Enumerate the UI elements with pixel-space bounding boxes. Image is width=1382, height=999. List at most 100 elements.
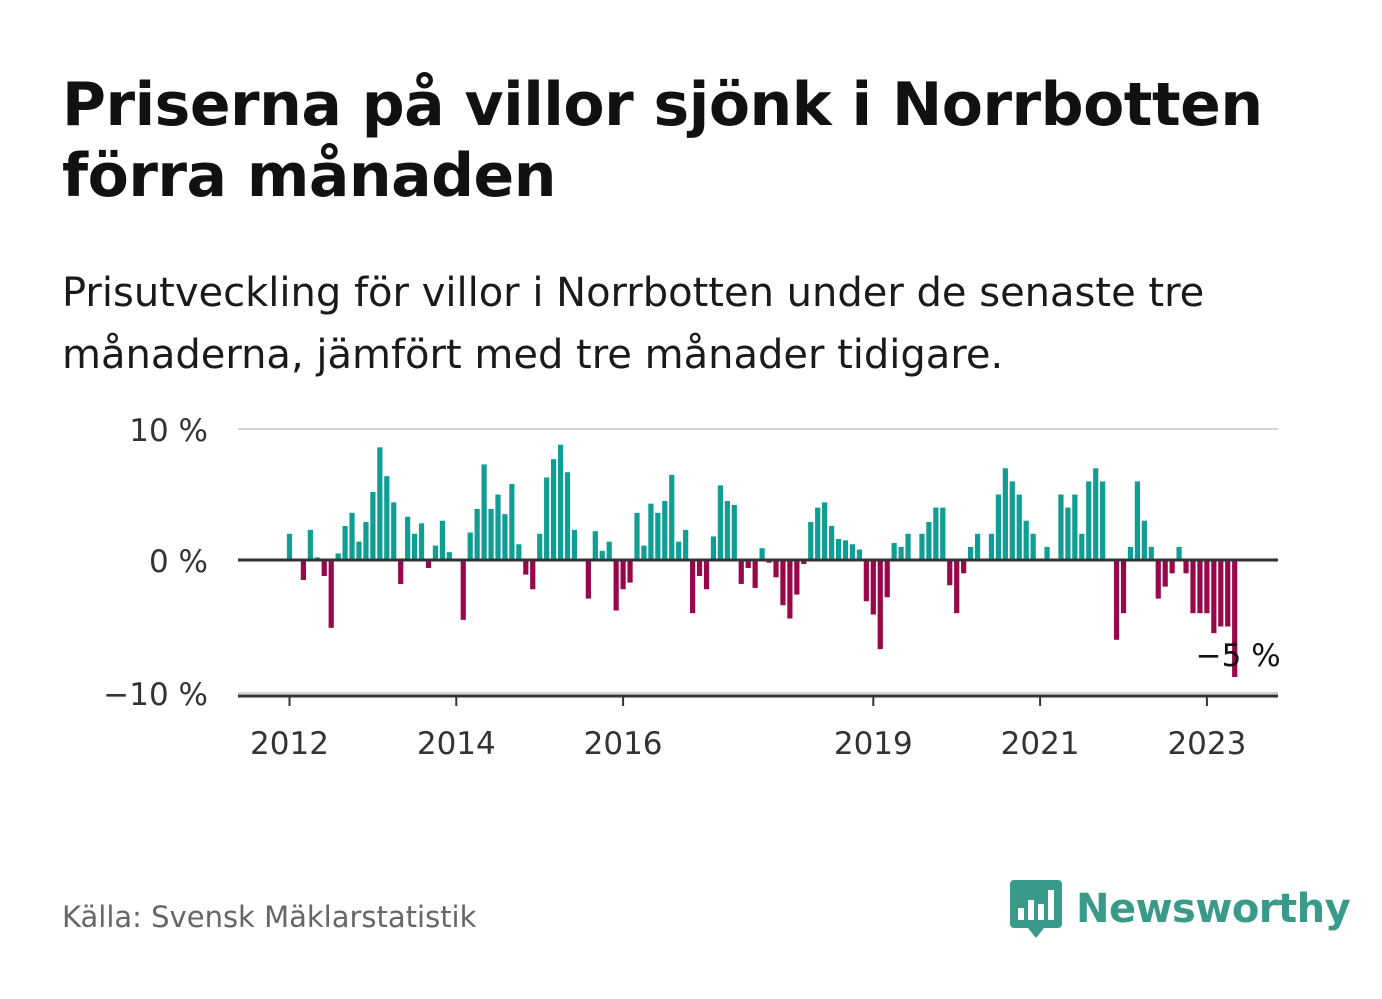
bar — [940, 507, 946, 560]
bar — [947, 560, 953, 586]
bar — [488, 508, 494, 560]
bar — [710, 536, 717, 560]
bar — [1204, 560, 1210, 614]
brand-logo: Newsworthy — [1010, 878, 1351, 940]
bar — [307, 529, 313, 560]
bar — [620, 560, 626, 590]
bar — [641, 545, 647, 560]
bar — [370, 491, 376, 560]
bar — [738, 560, 744, 584]
axes — [238, 558, 1278, 706]
bar — [405, 516, 411, 560]
bar — [1044, 546, 1050, 560]
x-tick-label: 2021 — [1001, 726, 1080, 762]
bar — [356, 541, 362, 560]
bar — [1155, 560, 1161, 599]
bar — [773, 560, 779, 578]
bar — [1079, 533, 1085, 560]
bar — [502, 514, 508, 560]
bar — [703, 560, 710, 590]
bar — [905, 533, 911, 560]
bar — [1120, 560, 1127, 614]
y-tick-label: −10 % — [103, 677, 208, 713]
newsworthy-logo-icon — [1010, 880, 1062, 938]
bar — [1016, 494, 1022, 560]
bar — [822, 502, 828, 560]
bar — [829, 525, 835, 560]
bar — [801, 560, 807, 564]
bar — [1218, 560, 1224, 627]
bar — [391, 502, 397, 560]
bar — [995, 494, 1001, 560]
bar — [509, 484, 515, 560]
bar — [759, 548, 765, 560]
bar — [849, 544, 856, 560]
bar — [571, 529, 578, 560]
bar — [398, 560, 404, 584]
bar — [933, 507, 939, 560]
bar — [585, 560, 591, 599]
bar — [648, 503, 654, 560]
bar — [690, 560, 696, 614]
bar — [474, 508, 480, 560]
bar — [835, 539, 842, 560]
grid-lines — [238, 428, 1278, 694]
bar — [877, 560, 883, 650]
value-annotation: −5 % — [1196, 638, 1281, 674]
bar — [974, 533, 981, 560]
bar — [328, 560, 334, 628]
bar — [717, 485, 723, 560]
bar — [1058, 494, 1064, 560]
bar — [467, 532, 473, 560]
bars — [286, 444, 1238, 678]
bar — [780, 560, 786, 606]
bar — [988, 533, 995, 560]
bar — [1113, 560, 1120, 640]
bar — [613, 560, 619, 611]
bar — [1211, 560, 1217, 634]
bar — [627, 560, 633, 583]
bar — [1183, 560, 1189, 574]
bar — [669, 474, 675, 560]
bar — [1232, 560, 1238, 678]
bar — [794, 560, 800, 595]
bar — [696, 560, 703, 576]
bar — [1065, 507, 1071, 560]
bar — [787, 560, 793, 619]
bar — [425, 560, 432, 568]
bar — [1086, 481, 1092, 560]
bar — [1093, 468, 1099, 560]
bar — [842, 540, 849, 560]
bar — [898, 546, 904, 560]
bar — [439, 520, 445, 560]
bar — [926, 522, 932, 560]
bar — [335, 553, 341, 560]
chart-title: Priserna på villor sjönk i Norrbotten fö… — [62, 70, 1263, 211]
chart-subtitle: Prisutveckling för villor i Norrbotten u… — [62, 270, 1205, 378]
bar — [446, 552, 452, 560]
bar — [676, 541, 682, 560]
bar — [481, 464, 487, 560]
bar — [516, 544, 522, 560]
x-tick-label: 2016 — [584, 726, 663, 762]
x-tick-label: 2014 — [417, 726, 496, 762]
bar — [1030, 533, 1036, 560]
bar — [530, 560, 536, 590]
bar — [495, 494, 501, 560]
y-tick-label: 0 % — [149, 544, 208, 580]
bar — [557, 444, 564, 560]
bar — [1002, 468, 1008, 560]
bar — [1162, 560, 1168, 587]
tick-labels: 10 % 0 % −10 % 2012 2014 2016 2019 2021 2023 −5 % — [103, 413, 1280, 762]
x-tick-label: 2019 — [834, 726, 913, 762]
bar — [1127, 546, 1134, 560]
bar — [377, 447, 383, 560]
bar — [1072, 494, 1078, 560]
bar — [460, 560, 466, 620]
bar — [349, 512, 355, 560]
bar — [954, 560, 960, 614]
bar — [891, 542, 897, 560]
brand-name: Newsworthy — [1076, 886, 1351, 932]
bar — [1009, 481, 1015, 560]
bar — [544, 477, 550, 560]
